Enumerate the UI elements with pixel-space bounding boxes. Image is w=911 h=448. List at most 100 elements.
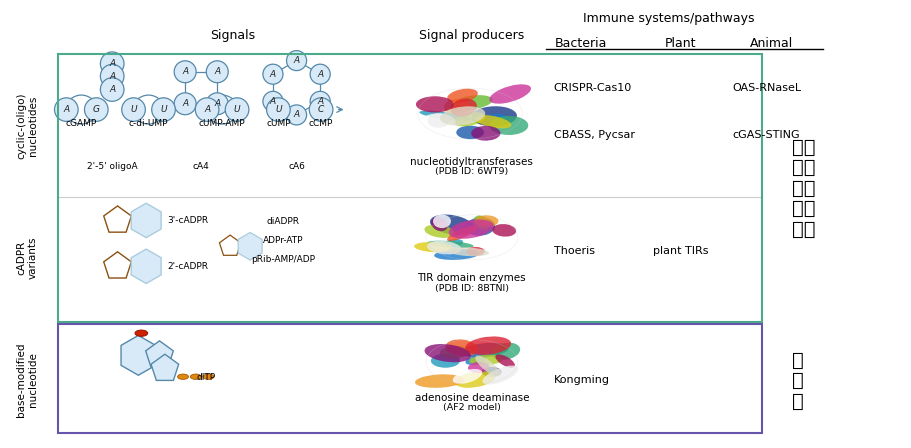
Ellipse shape bbox=[433, 215, 451, 228]
Ellipse shape bbox=[430, 215, 474, 235]
Text: (AF2 model): (AF2 model) bbox=[443, 403, 501, 412]
Text: (PDB ID: 6WT9): (PDB ID: 6WT9) bbox=[435, 167, 508, 176]
Text: OAS-RNaseL: OAS-RNaseL bbox=[732, 83, 802, 93]
Ellipse shape bbox=[471, 126, 500, 141]
Text: cyclic-(oligo)
nucleotides: cyclic-(oligo) nucleotides bbox=[16, 93, 37, 159]
Ellipse shape bbox=[310, 64, 330, 84]
Ellipse shape bbox=[174, 93, 196, 115]
Text: C: C bbox=[318, 105, 324, 114]
Ellipse shape bbox=[195, 98, 219, 121]
Text: pRib-AMP/ADP: pRib-AMP/ADP bbox=[251, 255, 315, 264]
Ellipse shape bbox=[415, 242, 454, 252]
Text: cUMP-AMP: cUMP-AMP bbox=[199, 119, 245, 128]
Ellipse shape bbox=[287, 51, 307, 71]
Text: (PDB ID: 8BTNI): (PDB ID: 8BTNI) bbox=[435, 284, 509, 293]
Ellipse shape bbox=[263, 64, 283, 84]
Text: adenosine deaminase: adenosine deaminase bbox=[415, 392, 529, 403]
Text: cGAS-STING: cGAS-STING bbox=[732, 130, 800, 140]
Ellipse shape bbox=[456, 125, 484, 139]
Text: 2'-5' oligoA: 2'-5' oligoA bbox=[87, 162, 138, 171]
Ellipse shape bbox=[309, 98, 333, 121]
Text: 2'-cADPR: 2'-cADPR bbox=[167, 262, 208, 271]
Ellipse shape bbox=[421, 113, 456, 130]
Ellipse shape bbox=[100, 52, 124, 76]
Text: cA6: cA6 bbox=[288, 162, 305, 171]
Ellipse shape bbox=[491, 343, 520, 360]
Text: CRISPR-Cas10: CRISPR-Cas10 bbox=[554, 83, 632, 93]
Text: A: A bbox=[109, 85, 116, 94]
Text: cGAMP: cGAMP bbox=[66, 119, 97, 128]
Ellipse shape bbox=[486, 114, 507, 124]
Ellipse shape bbox=[447, 225, 478, 241]
Text: A: A bbox=[204, 105, 210, 114]
Text: 免疫
信号
通路
经典
体系: 免疫 信号 通路 经典 体系 bbox=[792, 138, 815, 239]
Text: Thoeris: Thoeris bbox=[554, 246, 595, 256]
Ellipse shape bbox=[152, 98, 175, 121]
Ellipse shape bbox=[482, 367, 502, 377]
Ellipse shape bbox=[448, 220, 494, 239]
Ellipse shape bbox=[85, 98, 108, 121]
Ellipse shape bbox=[451, 99, 476, 117]
Ellipse shape bbox=[489, 84, 531, 103]
Text: A: A bbox=[270, 97, 276, 106]
Text: base-modified
nucleotide: base-modified nucleotide bbox=[16, 343, 37, 417]
Text: 3'-cADPR: 3'-cADPR bbox=[167, 216, 208, 225]
Polygon shape bbox=[131, 249, 161, 284]
Text: Signals: Signals bbox=[210, 29, 256, 42]
Text: A: A bbox=[214, 99, 220, 108]
Text: TIR domain enzymes: TIR domain enzymes bbox=[417, 273, 527, 283]
Ellipse shape bbox=[447, 89, 478, 103]
Text: A: A bbox=[317, 70, 323, 79]
Text: U: U bbox=[130, 105, 137, 114]
Text: plant TIRs: plant TIRs bbox=[653, 246, 709, 256]
Ellipse shape bbox=[206, 93, 229, 115]
Text: nucleotidyltransferases: nucleotidyltransferases bbox=[411, 157, 533, 167]
Text: Bacteria: Bacteria bbox=[555, 37, 607, 50]
Text: A: A bbox=[214, 67, 220, 76]
Ellipse shape bbox=[466, 336, 511, 355]
Text: Signal producers: Signal producers bbox=[419, 29, 525, 42]
Ellipse shape bbox=[267, 98, 291, 121]
Ellipse shape bbox=[453, 369, 482, 384]
Ellipse shape bbox=[475, 215, 498, 227]
Text: c-di-UMP: c-di-UMP bbox=[128, 119, 169, 128]
Ellipse shape bbox=[263, 91, 283, 112]
Ellipse shape bbox=[444, 239, 463, 247]
Text: A: A bbox=[182, 99, 189, 108]
Ellipse shape bbox=[425, 344, 471, 362]
Ellipse shape bbox=[415, 375, 465, 388]
Bar bbox=[57, 324, 763, 433]
Ellipse shape bbox=[471, 106, 517, 126]
Ellipse shape bbox=[466, 247, 485, 256]
Ellipse shape bbox=[475, 115, 511, 129]
Text: Plant: Plant bbox=[665, 37, 697, 50]
Circle shape bbox=[178, 374, 189, 379]
Polygon shape bbox=[238, 233, 262, 260]
Text: dITP: dITP bbox=[196, 373, 215, 382]
Text: A: A bbox=[182, 67, 189, 76]
Ellipse shape bbox=[469, 355, 503, 365]
Text: Animal: Animal bbox=[750, 37, 793, 50]
Text: A: A bbox=[293, 56, 300, 65]
Text: diADPR: diADPR bbox=[266, 217, 300, 226]
Text: CBASS, Pycsar: CBASS, Pycsar bbox=[554, 130, 635, 140]
Ellipse shape bbox=[455, 371, 496, 388]
Ellipse shape bbox=[427, 241, 462, 254]
Ellipse shape bbox=[225, 98, 249, 121]
Ellipse shape bbox=[476, 356, 500, 376]
Ellipse shape bbox=[453, 112, 486, 126]
Ellipse shape bbox=[310, 91, 330, 112]
Ellipse shape bbox=[122, 98, 146, 121]
Text: A: A bbox=[293, 110, 300, 120]
Bar bbox=[57, 54, 763, 322]
Text: G: G bbox=[93, 105, 100, 114]
Text: cCMP: cCMP bbox=[309, 119, 333, 128]
Ellipse shape bbox=[440, 106, 486, 125]
Ellipse shape bbox=[440, 346, 468, 359]
Text: A: A bbox=[109, 72, 116, 81]
Polygon shape bbox=[131, 203, 161, 237]
Text: cA4: cA4 bbox=[193, 162, 210, 171]
Ellipse shape bbox=[100, 78, 124, 101]
Text: U: U bbox=[275, 105, 281, 114]
Ellipse shape bbox=[451, 95, 493, 110]
